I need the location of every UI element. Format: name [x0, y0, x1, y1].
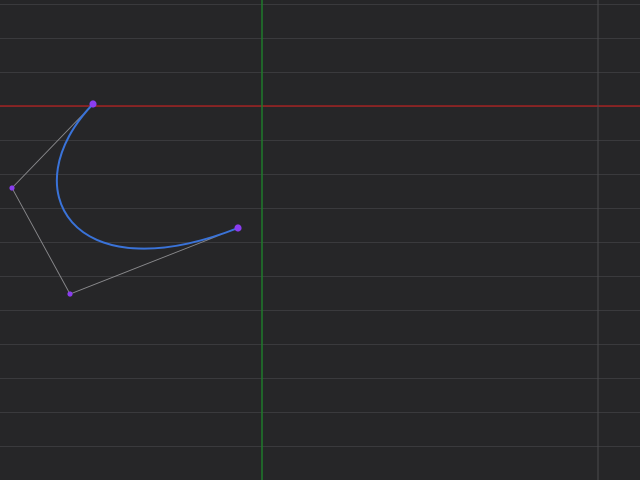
anchor-point-end[interactable]	[234, 224, 242, 232]
anchor-point-start[interactable]	[89, 100, 97, 108]
background-grid	[0, 4, 640, 447]
bezier-curve[interactable]	[55, 103, 239, 250]
control-point-1[interactable]	[9, 185, 15, 191]
control-point-2[interactable]	[67, 291, 73, 297]
control-handle-lines	[11, 103, 239, 295]
